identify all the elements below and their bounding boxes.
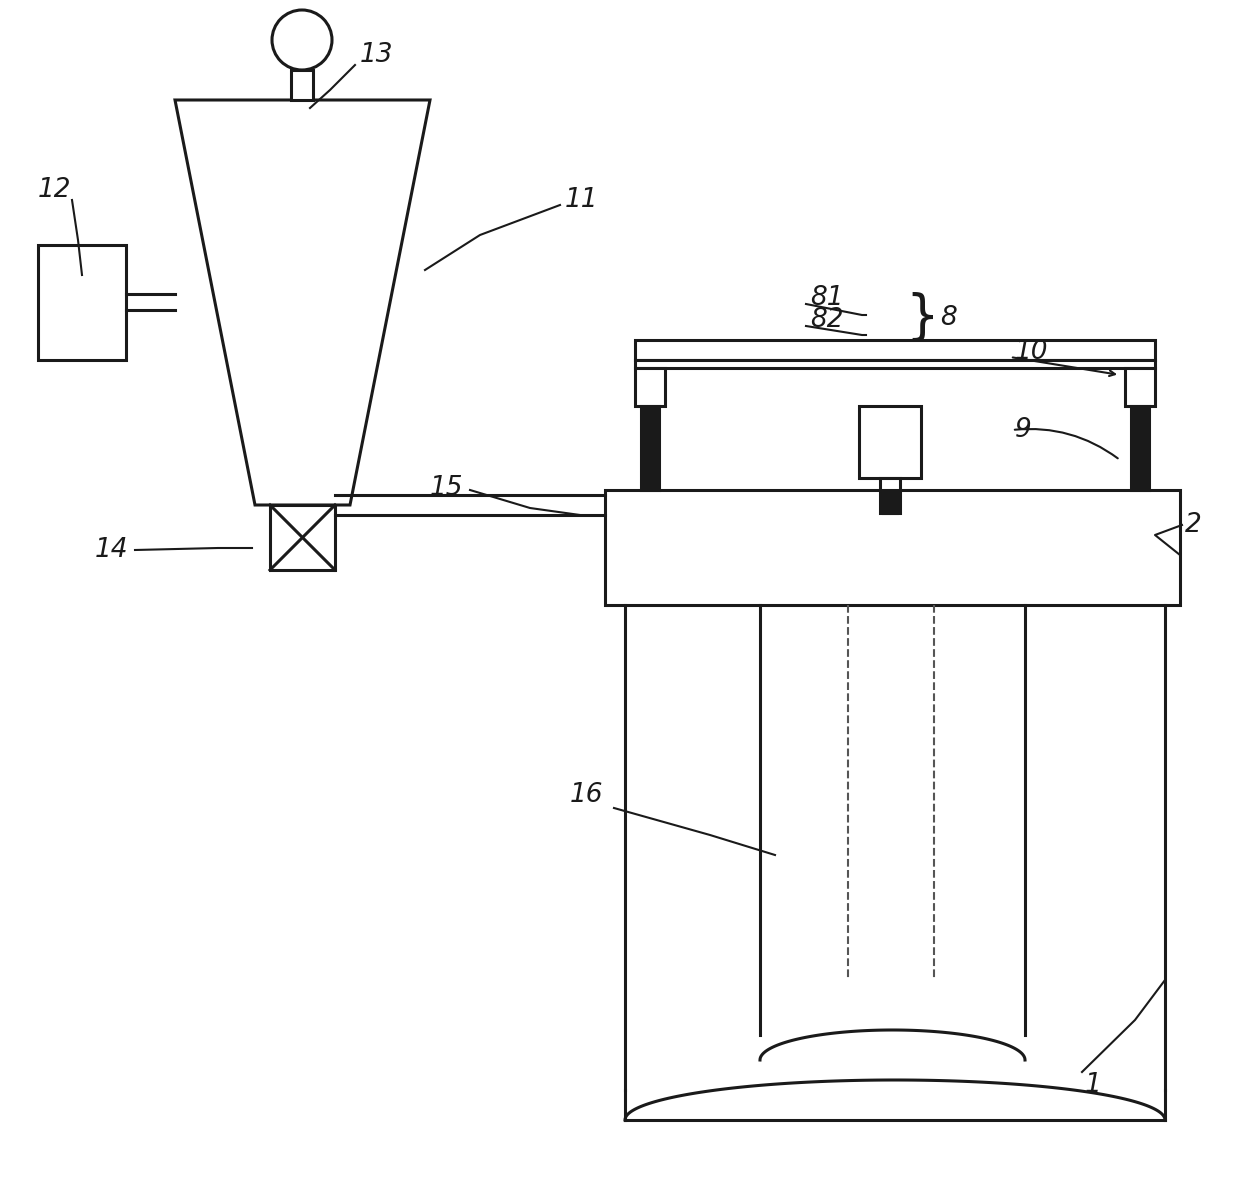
Text: 82: 82 xyxy=(810,307,843,332)
Bar xyxy=(859,406,921,477)
Bar xyxy=(291,70,312,100)
Bar xyxy=(880,477,900,513)
Bar xyxy=(883,490,897,513)
Text: 8: 8 xyxy=(940,305,957,331)
Text: 2: 2 xyxy=(1185,512,1202,538)
Text: 10: 10 xyxy=(1016,340,1049,365)
Bar xyxy=(1131,406,1149,490)
Text: 1: 1 xyxy=(1085,1072,1102,1098)
Text: 9: 9 xyxy=(1016,417,1032,443)
Text: 14: 14 xyxy=(95,536,129,564)
Text: 12: 12 xyxy=(38,177,72,203)
Bar xyxy=(641,406,658,490)
Polygon shape xyxy=(175,100,430,505)
Bar xyxy=(635,368,665,406)
Text: }: } xyxy=(905,292,939,344)
Bar xyxy=(605,490,1180,605)
Bar xyxy=(270,505,335,569)
Text: 81: 81 xyxy=(810,285,843,311)
Bar xyxy=(635,340,1154,360)
Bar xyxy=(635,360,1154,368)
Text: 16: 16 xyxy=(570,782,604,808)
Text: 11: 11 xyxy=(565,187,599,213)
Bar xyxy=(38,245,126,360)
Bar xyxy=(1125,368,1154,406)
Text: 13: 13 xyxy=(360,42,393,68)
Text: 15: 15 xyxy=(430,475,464,501)
